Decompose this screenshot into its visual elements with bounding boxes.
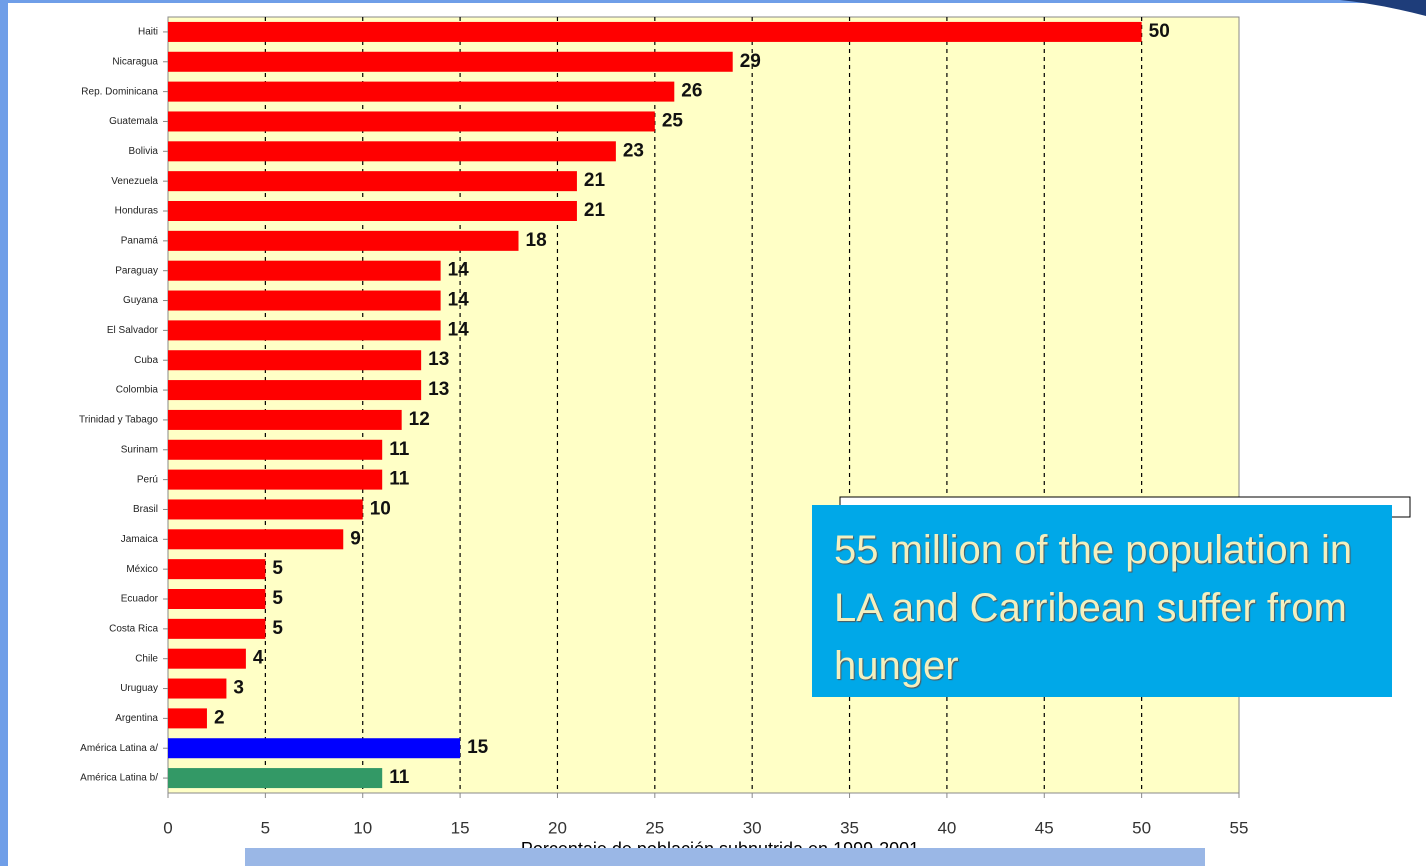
value-label: 12 <box>409 409 430 430</box>
bar <box>168 260 441 281</box>
y-tick-label: Brasil <box>133 504 158 515</box>
y-tick-label: Jamaica <box>121 534 159 545</box>
annotation: 55 million of the population in LA and C… <box>812 505 1392 697</box>
bar <box>168 171 577 192</box>
bar <box>168 678 227 699</box>
bar <box>168 738 461 759</box>
y-tick-label: América Latina a/ <box>80 743 158 754</box>
value-label: 5 <box>272 558 283 579</box>
y-tick-label: Argentina <box>115 713 158 724</box>
bar <box>168 380 422 401</box>
value-label: 50 <box>1149 21 1170 42</box>
value-label: 4 <box>253 648 264 669</box>
value-label: 5 <box>272 588 283 609</box>
value-label: 11 <box>389 469 410 490</box>
bar <box>168 469 383 490</box>
x-tick-label: 30 <box>743 818 762 837</box>
bar <box>168 81 675 102</box>
value-label: 21 <box>584 170 606 191</box>
value-label: 21 <box>584 200 606 221</box>
value-label: 23 <box>623 140 644 161</box>
bar <box>168 141 616 162</box>
y-tick-label: Rep. Dominicana <box>81 86 158 97</box>
bar <box>168 708 207 729</box>
bar <box>168 499 363 520</box>
y-tick-label: Colombia <box>116 385 159 396</box>
bar <box>168 350 422 371</box>
bar <box>168 201 577 221</box>
bar <box>168 529 344 550</box>
y-tick-label: Bolivia <box>129 146 159 157</box>
value-label: 15 <box>467 737 489 758</box>
y-tick-label: Uruguay <box>120 683 158 694</box>
y-tick-label: Venezuela <box>111 176 158 187</box>
x-tick-label: 50 <box>1132 818 1151 837</box>
value-label: 9 <box>350 528 361 549</box>
x-tick-label: 10 <box>353 818 372 837</box>
y-tick-label: México <box>126 564 158 575</box>
y-tick-label: Chile <box>135 653 158 664</box>
x-tick-label: 40 <box>937 818 956 837</box>
y-tick-label: Guyana <box>123 295 158 306</box>
bar <box>168 21 1142 42</box>
y-tick-label: Haiti <box>138 27 158 38</box>
bar <box>168 768 383 789</box>
x-tick-label: 25 <box>645 818 664 837</box>
y-tick-label: Perú <box>137 474 158 485</box>
x-tick-label: 45 <box>1035 818 1054 837</box>
value-label: 13 <box>428 349 449 370</box>
bar <box>168 320 441 341</box>
value-label: 14 <box>448 260 470 281</box>
value-label: 2 <box>214 707 225 728</box>
bar <box>168 618 266 639</box>
y-tick-label: Trinidad y Tabago <box>79 415 158 426</box>
bar <box>168 230 519 251</box>
bar <box>168 439 383 460</box>
value-label: 13 <box>428 379 449 400</box>
bar <box>168 409 402 430</box>
x-tick-label: 5 <box>261 818 270 837</box>
y-tick-label: Costa Rica <box>109 623 158 634</box>
y-tick-label: Guatemala <box>109 116 158 127</box>
value-label: 26 <box>681 81 702 102</box>
corner-decoration <box>1340 0 1426 16</box>
y-tick-label: Cuba <box>134 355 158 366</box>
value-label: 5 <box>272 618 283 639</box>
bar <box>168 559 266 580</box>
value-label: 11 <box>389 767 410 788</box>
x-tick-label: 55 <box>1230 818 1249 837</box>
y-tick-label: Honduras <box>115 206 158 217</box>
x-tick-label: 35 <box>840 818 859 837</box>
bar <box>168 589 266 609</box>
value-label: 14 <box>448 319 470 340</box>
y-tick-label: Ecuador <box>121 594 159 605</box>
value-label: 10 <box>370 498 391 519</box>
bottom-box <box>245 848 1205 866</box>
x-tick-label: 15 <box>451 818 470 837</box>
y-tick-label: Panamá <box>121 235 159 246</box>
value-label: 29 <box>740 51 761 72</box>
value-label: 11 <box>389 439 410 460</box>
x-tick-label: 0 <box>163 818 172 837</box>
y-tick-label: Nicaragua <box>112 56 158 67</box>
value-label: 3 <box>233 678 244 699</box>
left-border <box>0 0 8 866</box>
x-tick-label: 20 <box>548 818 567 837</box>
bar <box>168 290 441 311</box>
bar <box>168 51 733 72</box>
bar <box>168 648 246 669</box>
value-label: 18 <box>526 230 547 251</box>
y-tick-label: Paraguay <box>115 265 158 276</box>
bar <box>168 111 655 132</box>
y-tick-label: El Salvador <box>107 325 159 336</box>
y-tick-label: América Latina b/ <box>80 773 158 784</box>
value-label: 25 <box>662 110 684 131</box>
y-tick-label: Surinam <box>121 444 158 455</box>
value-label: 14 <box>448 290 470 311</box>
top-border <box>0 0 1426 3</box>
